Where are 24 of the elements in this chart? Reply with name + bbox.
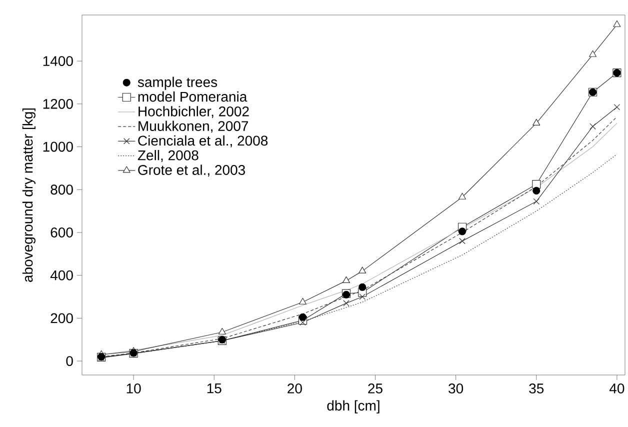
x-tick-label: 30 xyxy=(448,384,464,394)
y-tick-label: 200 xyxy=(50,313,73,324)
x-tick-label: 15 xyxy=(207,384,222,394)
y-tick-label: 400 xyxy=(50,270,73,280)
y-axis-title: aboveground dry matter [kg] xyxy=(22,108,36,282)
legend-label: Muukkonen, 2007 xyxy=(138,120,248,133)
x-tick-label: 35 xyxy=(529,384,544,394)
x-axis-title: dbh [cm] xyxy=(327,400,380,414)
x-tick-label: 25 xyxy=(368,384,382,394)
legend-label: sample trees xyxy=(138,76,218,90)
y-tick-label: 1400 xyxy=(43,56,73,66)
y-tick-label: 0 xyxy=(66,356,73,366)
y-tick-label: 600 xyxy=(50,228,73,238)
y-tick-label: 1000 xyxy=(43,142,73,152)
y-tick-label: 800 xyxy=(50,184,73,195)
legend-label: Grote et al., 2003 xyxy=(138,164,246,177)
x-tick-label: 20 xyxy=(288,384,302,394)
legend-label: Zell, 2008 xyxy=(138,150,198,162)
x-tick-label: 40 xyxy=(609,384,624,394)
legend-label: model Pomerania xyxy=(138,91,248,102)
y-tick-label: 1200 xyxy=(43,98,73,109)
legend-label: Cienciala et al., 2008 xyxy=(138,135,268,148)
legend-label: Hochbichler, 2002 xyxy=(138,106,249,118)
x-tick-label: 10 xyxy=(126,384,141,394)
